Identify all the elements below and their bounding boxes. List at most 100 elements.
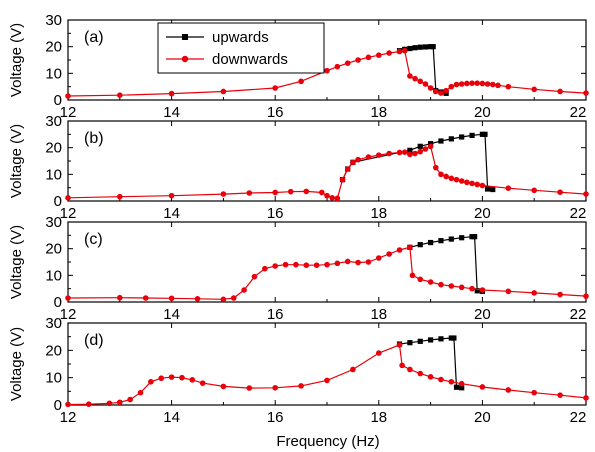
data-point xyxy=(412,75,418,82)
data-point xyxy=(464,80,470,87)
y-tick-label: 10 xyxy=(45,267,62,284)
data-point xyxy=(148,378,154,385)
data-point xyxy=(505,83,512,90)
data-point xyxy=(474,80,481,86)
data-point xyxy=(557,291,563,298)
x-tick-label: 22 xyxy=(570,205,587,222)
legend-box xyxy=(157,22,325,74)
legend-entry-upwards: upwards xyxy=(166,29,269,46)
data-point xyxy=(168,295,175,302)
data-point xyxy=(220,296,227,303)
panel-c: 12 14 16 18 20 22 0 10 20 30 Voltage (V) (c) xyxy=(8,214,589,323)
data-point xyxy=(220,383,227,390)
data-point xyxy=(350,366,356,373)
data-point xyxy=(453,384,460,390)
data-point xyxy=(168,192,175,199)
x-axis-title: Frequency (Hz) xyxy=(276,433,379,450)
data-point xyxy=(329,195,335,201)
data-point xyxy=(355,156,361,163)
data-point xyxy=(365,154,372,160)
y-tick-label: 30 xyxy=(45,315,62,332)
y-tick-label: 10 xyxy=(45,65,62,82)
data-point xyxy=(484,81,491,87)
data-point xyxy=(117,92,123,98)
data-point xyxy=(448,136,454,142)
data-point xyxy=(438,90,444,96)
data-point xyxy=(428,337,434,343)
data-point xyxy=(65,195,71,201)
data-point xyxy=(65,93,71,99)
data-point xyxy=(303,188,310,195)
series-downwards xyxy=(65,244,589,303)
data-point xyxy=(324,377,330,384)
data-point xyxy=(453,176,460,183)
x-tick-label: 20 xyxy=(474,205,491,222)
data-point xyxy=(407,366,413,373)
legend-entry-downwards: downwards xyxy=(166,51,288,68)
data-point xyxy=(474,181,481,188)
data-point xyxy=(469,180,475,187)
data-point xyxy=(324,192,330,199)
x-tick-label: 18 xyxy=(370,104,387,121)
series-downwards xyxy=(65,342,589,408)
data-point xyxy=(127,396,133,403)
y-tick-label: 0 xyxy=(54,397,62,414)
data-point xyxy=(376,52,382,58)
data-point xyxy=(106,400,113,407)
data-point xyxy=(438,376,444,383)
data-point xyxy=(438,281,444,288)
panel-b: 12 14 16 18 20 22 0 10 20 30 Voltage (V) (b) xyxy=(8,113,589,222)
data-point xyxy=(469,80,475,86)
data-point xyxy=(412,150,418,157)
y-tick-label: 0 xyxy=(54,92,62,109)
panel-label: (c) xyxy=(84,231,103,248)
data-point xyxy=(458,81,465,87)
data-point xyxy=(401,149,408,155)
x-tick-label: 18 xyxy=(370,409,387,426)
panel-d: 12 14 16 18 20 22 0 10 20 30 Voltage (V) (d) xyxy=(8,315,589,426)
data-point xyxy=(459,385,465,391)
y-tick-label: 30 xyxy=(45,12,62,29)
data-point xyxy=(117,399,123,406)
data-point xyxy=(158,375,165,382)
x-tick-label: 22 xyxy=(570,306,587,323)
x-tick-label: 18 xyxy=(370,205,387,222)
y-axis-title: Voltage (V) xyxy=(8,124,25,198)
data-point xyxy=(469,132,475,138)
data-point xyxy=(65,401,71,408)
data-point xyxy=(313,262,320,269)
data-point xyxy=(272,263,279,269)
data-point xyxy=(557,189,563,195)
data-point xyxy=(230,295,237,301)
data-point xyxy=(399,362,405,369)
x-tick-label: 22 xyxy=(570,104,587,121)
data-point xyxy=(344,258,351,265)
data-point xyxy=(432,88,439,95)
y-tick-label: 20 xyxy=(45,241,62,258)
data-point xyxy=(432,164,439,171)
data-point xyxy=(438,171,444,178)
data-point xyxy=(262,265,268,272)
data-point xyxy=(303,262,310,269)
x-tick-label: 14 xyxy=(163,306,180,323)
panel-a: 12 14 16 18 20 22 0 10 20 30 Voltage (V) (a) xyxy=(8,12,589,121)
data-point xyxy=(409,272,416,279)
data-point xyxy=(474,288,480,294)
data-point xyxy=(417,370,424,377)
y-tick-label: 20 xyxy=(45,140,62,157)
data-point xyxy=(298,78,304,85)
series-downwards xyxy=(65,47,589,99)
data-point xyxy=(344,60,351,66)
data-point xyxy=(65,295,71,301)
data-point xyxy=(334,260,341,267)
data-point xyxy=(417,338,423,344)
data-point xyxy=(199,380,206,386)
x-tick-label: 20 xyxy=(474,104,491,121)
data-point xyxy=(355,259,361,266)
data-point xyxy=(117,294,123,301)
data-point xyxy=(531,290,537,296)
data-point xyxy=(168,90,175,97)
x-tick-label: 16 xyxy=(267,104,284,121)
data-point xyxy=(272,85,279,91)
